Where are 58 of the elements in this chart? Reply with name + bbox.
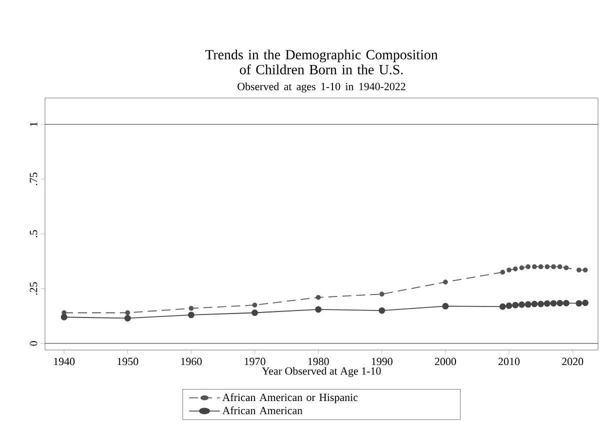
point [125,310,130,316]
point [512,302,519,308]
y-tick-label: 0 [30,341,38,346]
point [551,264,556,270]
point [506,302,512,309]
legend-label: African American [222,406,302,414]
point [532,264,537,270]
point [379,292,384,297]
x-tick-label: 2000 [434,358,456,366]
point [443,280,448,285]
y-tick-label: .25 [30,282,38,295]
point [550,300,557,307]
point [124,314,131,322]
point [499,303,506,310]
point [582,268,588,272]
point [544,264,550,270]
point [500,270,506,275]
point [564,265,569,270]
point [576,268,582,272]
y-tick-label: .5 [30,230,38,238]
point [378,307,386,314]
point [316,294,321,300]
point [252,302,258,308]
point [518,301,525,308]
x-tick-label: 1990 [372,358,392,366]
y-tick-label: 1 [30,122,38,126]
legend-label: African American or Hispanic [222,393,358,404]
x-tick-label: 1940 [54,358,75,366]
x-tick-label: 1980 [308,358,329,366]
point [544,300,550,307]
point [576,300,582,307]
point [562,300,570,306]
point [188,306,194,311]
point [538,300,544,308]
point [315,306,322,313]
x-tick-label: 1970 [244,358,266,366]
point [524,301,532,308]
point [582,300,589,306]
point [60,314,68,320]
point [526,264,531,270]
point [556,300,564,306]
x-tick-label: 1950 [118,358,138,366]
y-tick-label: .75 [30,172,38,186]
x-tick-label: 1960 [181,358,202,366]
point [531,300,538,308]
point [506,268,512,272]
x-tick-label: 2010 [498,358,520,366]
point [557,264,562,270]
chart-subtitle: Observed at ages 1-10 in 1940-2022 [238,82,406,92]
point [442,302,449,310]
x-tick-label: 2020 [562,358,584,366]
chart-title: Trends in the Demographic Composition of Children Born in the U.S. [205,50,438,74]
point [252,310,258,316]
x-axis-title: Year Observed at Age 1-10 [262,367,381,377]
point [188,312,194,318]
point [519,265,524,270]
point [538,264,544,270]
point [512,266,518,272]
